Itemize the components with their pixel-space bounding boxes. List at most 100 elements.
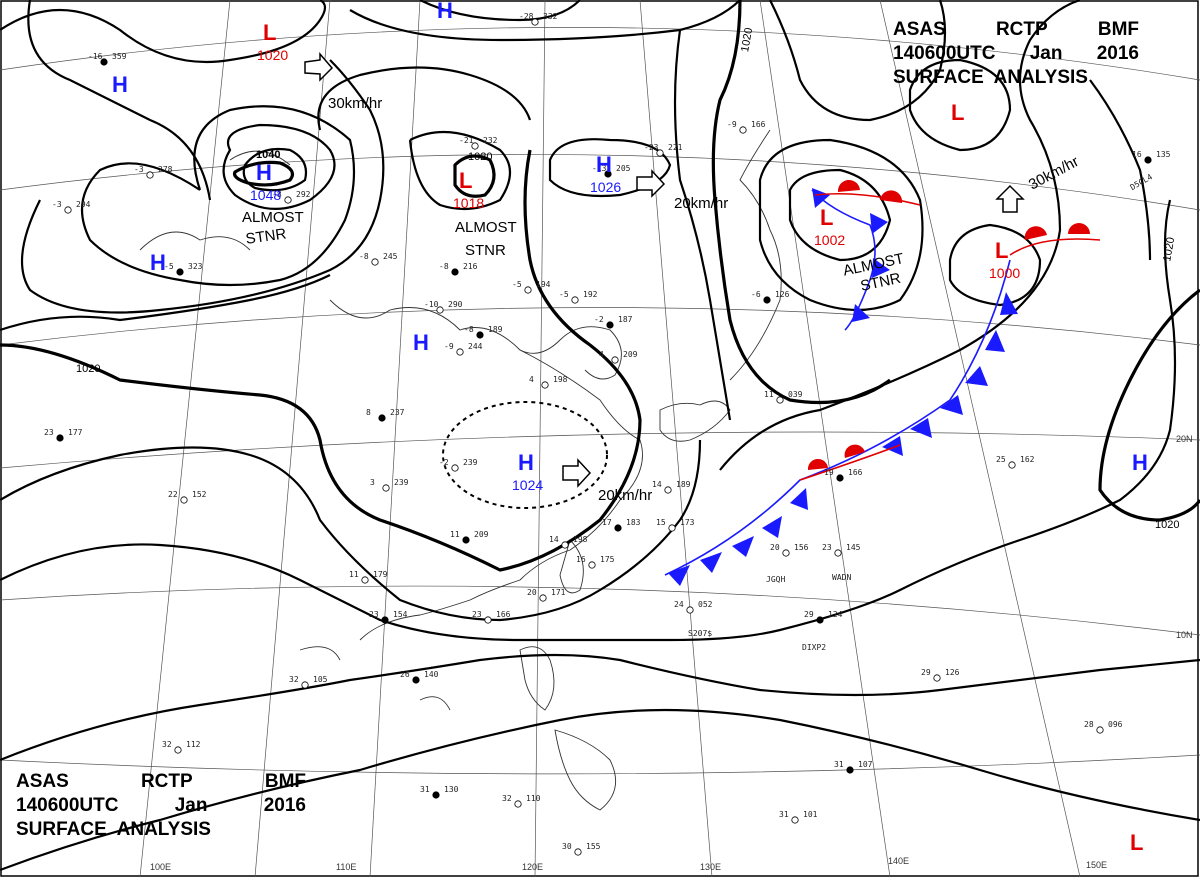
station-pressure: 198 [573, 535, 588, 544]
station-temperature: 32 [162, 740, 172, 749]
motion-arrow-icon [562, 458, 592, 488]
station-temperature: 32 [502, 794, 512, 803]
station-circle-icon [611, 356, 619, 364]
station-pressure: 237 [390, 408, 405, 417]
station-pressure: 239 [463, 458, 478, 467]
station-pressure: 205 [616, 164, 631, 173]
station-circle-icon [606, 321, 614, 329]
station-pressure: 162 [1020, 455, 1035, 464]
station-temperature: -10 [424, 300, 439, 309]
low-pressure-symbol: L [951, 100, 964, 125]
lon-label: 150E [1086, 860, 1107, 870]
header-year: 2016 [263, 795, 306, 816]
station-temperature: 23 [472, 610, 482, 619]
station-temperature: 20 [527, 588, 537, 597]
isobar [0, 0, 327, 64]
station-circle-icon [782, 549, 790, 557]
isobar [80, 105, 356, 287]
low-pressure-symbol: L [263, 20, 276, 45]
station-circle-icon [739, 126, 747, 134]
low-pressure-symbol: L [820, 205, 833, 230]
isobar [0, 653, 1200, 762]
station-pressure: 135 [1156, 150, 1171, 159]
stnr-label-2: STNR [245, 225, 288, 248]
station-pressure: 292 [296, 190, 311, 199]
station-circle-icon [1096, 726, 1104, 734]
station-pressure: 209 [474, 530, 489, 539]
isobar-label: 1020 [739, 27, 755, 53]
station-circle-icon [668, 524, 676, 532]
station-pressure: 154 [393, 610, 408, 619]
station-temperature: 14 [652, 480, 662, 489]
low-pressure-symbol: L [1130, 830, 1143, 855]
station-pressure: 039 [788, 390, 803, 399]
station-circle-icon [604, 170, 612, 178]
station-circle-icon [776, 396, 784, 404]
station-temperature: 26 [400, 670, 410, 679]
high-pressure-symbol: H [256, 160, 272, 185]
header-row-2: 140600UTC Jan 2016 [16, 794, 306, 818]
isobar-dotted [442, 401, 608, 509]
station-circle-icon [382, 484, 390, 492]
station-circle-icon [541, 381, 549, 389]
isobar [1098, 288, 1200, 522]
station-temperature: -13 [592, 164, 607, 173]
station-pressure: 294 [76, 200, 91, 209]
high-pressure-symbol: H [1132, 450, 1148, 475]
station-circle-icon [686, 606, 694, 614]
isobar [419, 0, 581, 22]
motion-label: 20km/hr [674, 195, 728, 212]
stnr-label-1: ALMOST [242, 209, 304, 226]
station-temperature: 23 [822, 543, 832, 552]
station-temperature: 16 [1132, 150, 1142, 159]
station-circle-icon [1008, 461, 1016, 469]
station-circle-icon [763, 296, 771, 304]
station-temperature: 14 [549, 535, 559, 544]
motion-arrows [304, 51, 1025, 488]
station-temperature: -8 [359, 252, 369, 261]
station-pressure: 239 [394, 478, 409, 487]
stnr-label-2: STNR [465, 242, 506, 259]
station-temperature: 29 [804, 610, 814, 619]
station-temperature: 31 [420, 785, 430, 794]
station-circle-icon [588, 561, 596, 569]
header-time: 140600UTC [16, 795, 119, 816]
lon-label: 110E [336, 862, 356, 872]
station-pressure: 152 [192, 490, 207, 499]
station-circle-icon [436, 306, 444, 314]
isobar [232, 160, 294, 187]
station-temperature: -21 [459, 136, 474, 145]
warm-front [799, 179, 1101, 481]
motion-label: 30km/hr [1026, 153, 1082, 193]
cold-front [664, 188, 1018, 586]
station-pressure: 290 [448, 300, 463, 309]
header-year: 2016 [1096, 43, 1139, 64]
isobar [0, 708, 1200, 872]
station-temperature: 24 [674, 600, 684, 609]
motion-arrow-icon [304, 51, 334, 82]
station-pressure: 359 [112, 52, 127, 61]
station-pressure: 166 [751, 120, 766, 129]
high-pressure-symbol: H [518, 450, 534, 475]
station-circle-icon [176, 268, 184, 276]
station-pressure: 052 [698, 600, 713, 609]
station-pressure: 145 [846, 543, 861, 552]
station-pressure: 189 [488, 325, 503, 334]
station-pressure: 194 [536, 280, 551, 289]
pressure-value: 1024 [512, 477, 543, 493]
station-pressure: 216 [463, 262, 478, 271]
station-pressure: 171 [551, 588, 566, 597]
header-title: SURFACE ANALYSIS [16, 819, 211, 840]
coastlines [139, 129, 782, 811]
header-station: RCTP [140, 771, 193, 792]
grid-labels: 100E 110E 120E 130E 140E 150E 20N 10N [150, 434, 1193, 872]
station-pressure: 156 [794, 543, 809, 552]
ship-id: S207$ [688, 629, 712, 638]
station-circle-icon [378, 414, 386, 422]
station-temperature: 25 [996, 455, 1006, 464]
header-month: Jan [174, 795, 208, 816]
header-title: SURFACE ANALYSIS [893, 67, 1088, 88]
station-circle-icon [476, 331, 484, 339]
pressure-value: 1002 [814, 232, 845, 248]
